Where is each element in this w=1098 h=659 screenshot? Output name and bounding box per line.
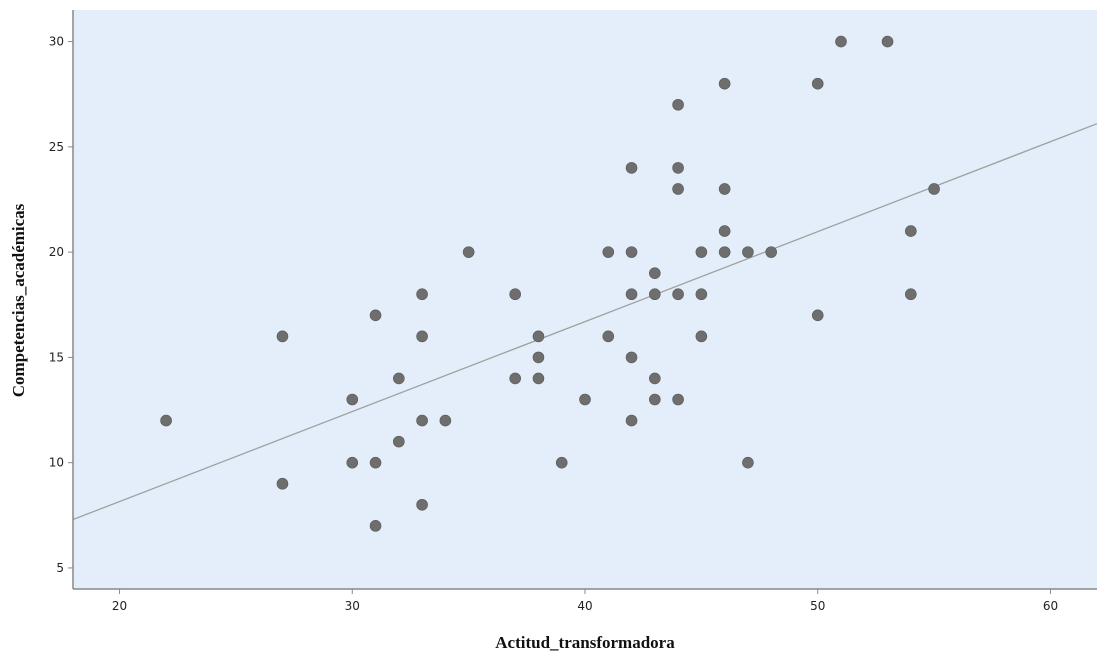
data-point	[718, 183, 731, 195]
data-point	[718, 225, 731, 237]
data-point	[416, 288, 428, 301]
data-point	[695, 330, 708, 343]
data-point	[393, 372, 405, 385]
data-point	[672, 98, 684, 111]
data-point	[346, 393, 359, 406]
data-point	[672, 183, 684, 195]
data-point	[649, 372, 661, 385]
y-tick-label: 10	[49, 456, 64, 470]
data-point	[835, 35, 847, 48]
x-tick-label: 30	[345, 599, 360, 613]
data-point	[718, 77, 731, 90]
data-point	[579, 393, 591, 406]
data-point	[393, 435, 405, 448]
data-point	[695, 246, 708, 258]
points-layer	[160, 35, 940, 532]
x-tick-label: 40	[577, 599, 592, 613]
data-point	[649, 267, 661, 279]
data-point	[462, 246, 475, 258]
y-tick-label: 20	[49, 245, 64, 259]
data-point	[369, 520, 382, 532]
data-point	[509, 288, 521, 301]
y-tick-label: 30	[49, 35, 64, 49]
data-point	[742, 456, 754, 469]
data-point	[625, 288, 638, 301]
data-point	[625, 162, 638, 174]
fit-line-layer	[72, 123, 1098, 521]
data-point	[625, 414, 638, 427]
y-axis-title: Competencias_académicas	[9, 203, 28, 397]
y-tick-label: 15	[49, 350, 64, 364]
x-axis-title: Actitud_transformadora	[495, 633, 675, 652]
data-point	[416, 330, 428, 343]
data-point	[811, 77, 824, 90]
data-point	[602, 246, 615, 258]
data-point	[416, 498, 428, 511]
data-point	[369, 456, 382, 469]
y-axis-ticks: 5 10 15 20 25 30	[49, 35, 73, 575]
data-point	[672, 162, 684, 174]
x-tick-label: 20	[112, 599, 127, 613]
data-point	[695, 288, 708, 301]
y-tick-label: 5	[56, 561, 64, 575]
data-point	[555, 456, 568, 469]
data-point	[532, 372, 545, 385]
data-point	[416, 414, 428, 427]
data-point	[905, 225, 917, 237]
data-point	[346, 456, 359, 469]
plot-area	[73, 10, 1097, 589]
data-point	[765, 246, 777, 258]
data-point	[625, 246, 638, 258]
data-point	[905, 288, 917, 301]
data-point	[276, 477, 289, 490]
data-point	[160, 414, 172, 427]
data-point	[532, 330, 545, 343]
data-point	[602, 330, 615, 343]
x-axis-ticks: 20 30 40 50 60	[112, 589, 1058, 613]
data-point	[439, 414, 452, 427]
data-point	[532, 351, 545, 364]
data-point	[672, 288, 684, 301]
data-point	[928, 183, 940, 195]
data-point	[625, 351, 638, 364]
data-point	[276, 330, 289, 343]
data-point	[811, 309, 824, 322]
data-point	[509, 372, 521, 385]
data-point	[369, 309, 382, 322]
x-tick-label: 60	[1043, 599, 1058, 613]
data-point	[742, 246, 754, 258]
data-point	[881, 35, 894, 48]
fit-line	[72, 123, 1098, 521]
data-point	[718, 246, 731, 258]
x-tick-label: 50	[810, 599, 825, 613]
data-point	[649, 393, 661, 406]
data-point	[672, 393, 684, 406]
y-tick-label: 25	[49, 140, 64, 154]
data-point	[649, 288, 661, 301]
